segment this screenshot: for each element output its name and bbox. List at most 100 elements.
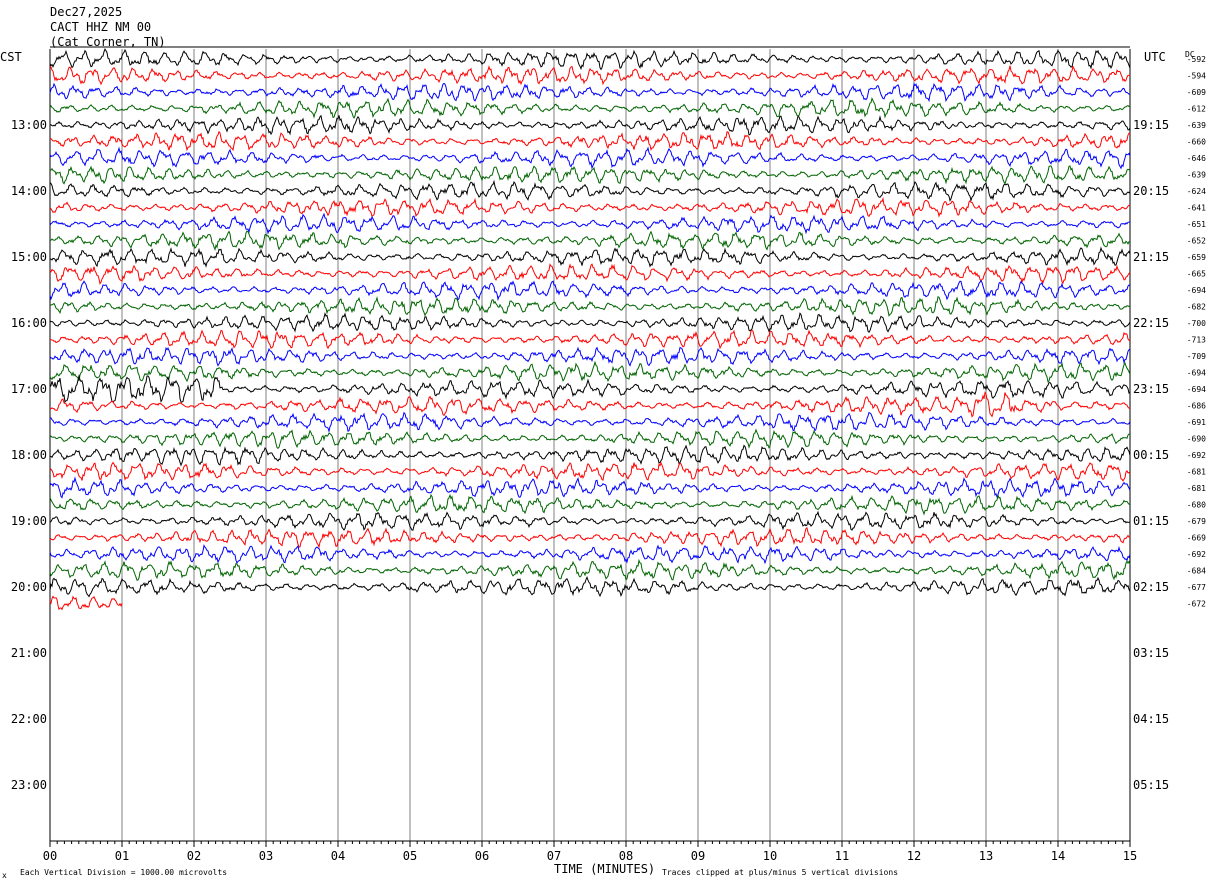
trace-row <box>49 82 1131 103</box>
trace-row <box>49 444 1131 467</box>
dc-offset-label: -692 <box>1187 550 1206 559</box>
trace-row <box>49 114 1131 136</box>
x-tick-label: 04 <box>331 849 345 863</box>
x-tick-label: 10 <box>763 849 777 863</box>
trace-row <box>49 461 1131 482</box>
right-hour-label: 01:15 <box>1133 514 1169 528</box>
left-hour-label: 15:00 <box>11 250 47 264</box>
dc-offset-label: -612 <box>1187 105 1206 114</box>
dc-offset-label: -660 <box>1187 138 1206 147</box>
trace-row <box>49 47 1131 71</box>
trace-row <box>49 263 1131 285</box>
dc-column-label: DC <box>1185 50 1195 59</box>
dc-offset-label: -609 <box>1187 88 1206 97</box>
dc-offset-label: -694 <box>1187 385 1206 394</box>
trace-row <box>49 295 1130 317</box>
right-hour-label: 21:15 <box>1133 250 1169 264</box>
trace-row <box>49 595 123 611</box>
dc-offset-label: -679 <box>1187 517 1206 526</box>
dc-offset-label: -691 <box>1187 418 1206 427</box>
dc-offset-label: -686 <box>1187 402 1206 411</box>
left-hour-label: 16:00 <box>11 316 47 330</box>
trace-row <box>49 312 1131 333</box>
trace-row <box>49 246 1131 268</box>
dc-offset-label: -646 <box>1187 154 1206 163</box>
dc-offset-label: -700 <box>1187 319 1206 328</box>
dc-offset-label: -652 <box>1187 237 1206 246</box>
trace-row <box>49 476 1131 499</box>
x-tick-label: 09 <box>691 849 705 863</box>
dc-offset-label: -684 <box>1187 567 1206 576</box>
right-hour-label: 22:15 <box>1133 316 1169 330</box>
left-hour-label: 21:00 <box>11 646 47 660</box>
left-hour-label: 19:00 <box>11 514 47 528</box>
x-tick-label: 11 <box>835 849 849 863</box>
right-hour-label: 03:15 <box>1133 646 1169 660</box>
dc-offset-label: -694 <box>1187 286 1206 295</box>
dc-offset-label: -713 <box>1187 336 1206 345</box>
dc-offset-label: -690 <box>1187 435 1206 444</box>
trace-row <box>49 230 1131 251</box>
right-hour-label: 05:15 <box>1133 778 1169 792</box>
x-tick-label: 13 <box>979 849 993 863</box>
trace-row <box>49 544 1131 565</box>
right-hour-label: 23:15 <box>1133 382 1169 396</box>
header-location: (Cat Corner, TN) <box>50 35 166 49</box>
x-tick-labels: 00 01 02 03 04 05 06 07 08 09 10 11 12 13 14 15 <box>43 849 1137 863</box>
header-station: CACT HHZ NM 00 <box>50 20 151 34</box>
dc-offset-label: -680 <box>1187 501 1206 510</box>
corner-mark: x <box>2 871 7 880</box>
x-tick-label: 02 <box>187 849 201 863</box>
dc-offset-label: -594 <box>1187 72 1206 81</box>
x-tick-label: 15 <box>1123 849 1137 863</box>
dc-offset-label: -692 <box>1187 451 1206 460</box>
trace-row <box>49 360 1131 383</box>
dc-offset-label: -709 <box>1187 352 1206 361</box>
dc-offset-label: -669 <box>1187 534 1206 543</box>
left-hour-labels: 13:00 14:00 15:00 16:00 17:00 18:00 19:00 20:00… <box>11 118 47 792</box>
left-hour-label: 17:00 <box>11 382 47 396</box>
left-timezone-label: CST <box>0 50 22 64</box>
trace-row <box>49 329 1131 350</box>
trace-row <box>49 279 1131 302</box>
dc-offset-label: -641 <box>1187 204 1206 213</box>
x-axis-title: TIME (MINUTES) <box>554 862 655 876</box>
dc-offset-label: -682 <box>1187 303 1206 312</box>
trace-row <box>49 527 1130 549</box>
right-hour-label: 00:15 <box>1133 448 1169 462</box>
dc-offset-label: -651 <box>1187 220 1206 229</box>
trace-row <box>50 130 1131 152</box>
x-tick-label: 00 <box>43 849 57 863</box>
trace-row <box>49 374 1131 404</box>
dc-offset-label: -592 <box>1187 55 1206 64</box>
x-tick-label: 08 <box>619 849 633 863</box>
x-tick-label: 12 <box>907 849 921 863</box>
dc-offset-label: -672 <box>1187 600 1206 609</box>
trace-rows <box>49 47 1131 611</box>
trace-row <box>49 510 1130 531</box>
trace-row <box>49 411 1131 434</box>
right-hour-label: 20:15 <box>1133 184 1169 198</box>
dc-offset-labels: -592 -594 -609 -612 -639 -660 -646 -639 -624 -641… <box>1187 55 1206 609</box>
dc-offset-label: -639 <box>1187 171 1206 180</box>
trace-row <box>50 165 1131 185</box>
dc-offset-label: -681 <box>1187 484 1206 493</box>
left-hour-label: 14:00 <box>11 184 47 198</box>
trace-row <box>49 65 1131 86</box>
right-hour-label: 04:15 <box>1133 712 1169 726</box>
right-hour-label: 19:15 <box>1133 118 1169 132</box>
trace-row <box>49 146 1131 170</box>
trace-row <box>49 493 1131 516</box>
left-hour-label: 18:00 <box>11 448 47 462</box>
x-tick-label: 03 <box>259 849 273 863</box>
x-tick-label: 06 <box>475 849 489 863</box>
trace-row <box>49 428 1131 449</box>
dc-offset-label: -624 <box>1187 187 1206 196</box>
trace-row <box>49 196 1131 218</box>
dc-offset-label: -677 <box>1187 583 1206 592</box>
dc-offset-label: -694 <box>1187 369 1206 378</box>
left-hour-label: 20:00 <box>11 580 47 594</box>
dc-offset-label: -639 <box>1187 121 1206 130</box>
right-hour-label: 02:15 <box>1133 580 1169 594</box>
